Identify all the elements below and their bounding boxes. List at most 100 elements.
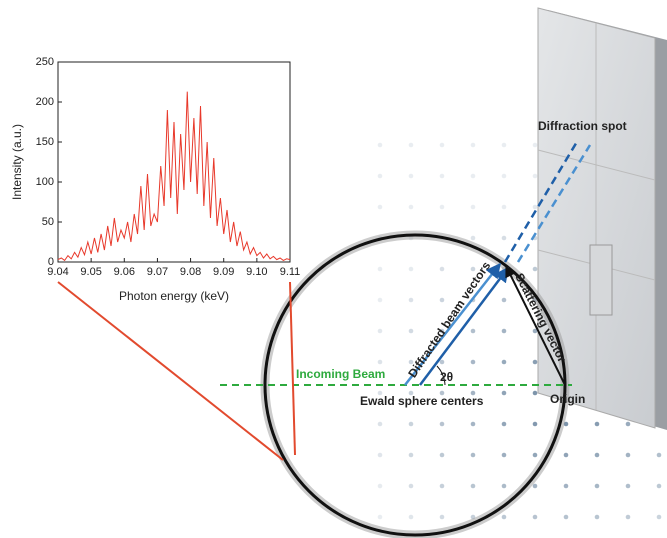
lattice-point [409,174,414,179]
lattice-point [440,484,445,489]
lattice-point [378,422,383,427]
lattice-point [378,329,383,334]
lattice-point [409,143,414,148]
y-tick-label: 200 [36,96,54,108]
plot-area [58,62,290,262]
lattice-point [533,453,538,458]
lattice-point [409,422,414,427]
y-tick-label: 100 [36,176,54,188]
lattice-point [502,391,507,396]
y-tick-label: 150 [36,136,54,148]
lattice-point [378,453,383,458]
x-axis-label: Photon energy (keV) [119,289,229,303]
y-tick-label: 250 [36,56,54,68]
lattice-point [378,298,383,303]
lattice-point [533,205,538,210]
label: Diffracted beam vectors [405,259,493,380]
lattice-point [502,515,507,520]
figure: Diffraction spot Diffracted beam vectors… [0,0,667,538]
y-tick-label: 50 [42,216,54,228]
lattice-point [502,484,507,489]
lattice-point [626,422,631,427]
lattice-point [471,484,476,489]
lattice-point [440,267,445,272]
lattice-point [409,329,414,334]
label: Ewald sphere centers [360,394,484,408]
lattice-point [409,515,414,520]
lattice-point [440,453,445,458]
lattice-point [471,453,476,458]
lattice-point [626,453,631,458]
lattice-point [409,267,414,272]
lattice-point [471,143,476,148]
x-tick-label: 9.06 [114,266,135,278]
lattice-point [378,143,383,148]
lattice-point [595,515,600,520]
lattice-point [533,422,538,427]
lattice-point [502,453,507,458]
x-tick-label: 9.05 [80,266,101,278]
x-tick-label: 9.04 [47,266,68,278]
lattice-point [502,422,507,427]
lattice-point [440,515,445,520]
lattice-point [564,453,569,458]
lattice-point [440,174,445,179]
lattice-point [533,267,538,272]
lattice-point [626,515,631,520]
lattice-point [471,360,476,365]
lattice-point [533,391,538,396]
lattice-point [409,453,414,458]
lattice-point [533,515,538,520]
lattice-point [595,453,600,458]
x-tick-label: 9.07 [147,266,168,278]
lattice-point [533,143,538,148]
lattice-point [378,205,383,210]
lattice-point [533,484,538,489]
x-tick-label: 9.09 [213,266,234,278]
lattice-point [440,298,445,303]
label: Incoming Beam [296,367,385,381]
lattice-point [440,422,445,427]
lattice-point [409,205,414,210]
zoom-line [290,282,295,455]
lattice-point [471,422,476,427]
x-tick-label: 9.10 [246,266,267,278]
lattice-point [378,267,383,272]
lattice-point [378,360,383,365]
zoom-line [58,282,283,460]
lattice-point [502,205,507,210]
lattice-point [657,515,662,520]
x-tick-label: 9.11 [280,266,301,278]
label: Diffraction spot [538,119,627,133]
lattice-point [471,329,476,334]
lattice-point [595,484,600,489]
lattice-point [440,360,445,365]
lattice-point [502,360,507,365]
lattice-point [657,484,662,489]
lattice-point [502,236,507,241]
label: Origin [550,392,585,406]
lattice-point [533,360,538,365]
x-tick-label: 9.08 [180,266,201,278]
lattice-point [378,515,383,520]
lattice-point [564,484,569,489]
lattice-point [409,484,414,489]
lattice-point [626,484,631,489]
lattice-point [471,236,476,241]
lattice-point [657,453,662,458]
lattice-point [564,515,569,520]
lattice-point [502,329,507,334]
detector [538,8,667,430]
lattice-point [502,174,507,179]
lattice-point [533,174,538,179]
lattice-point [502,298,507,303]
lattice-point [502,143,507,148]
lattice-point [440,205,445,210]
label: 2θ [440,370,453,384]
lattice-point [378,174,383,179]
lattice-point [471,205,476,210]
y-axis-label: Intensity (a.u.) [10,124,24,200]
lattice-point [471,174,476,179]
lattice-point [378,484,383,489]
lattice-point [595,422,600,427]
